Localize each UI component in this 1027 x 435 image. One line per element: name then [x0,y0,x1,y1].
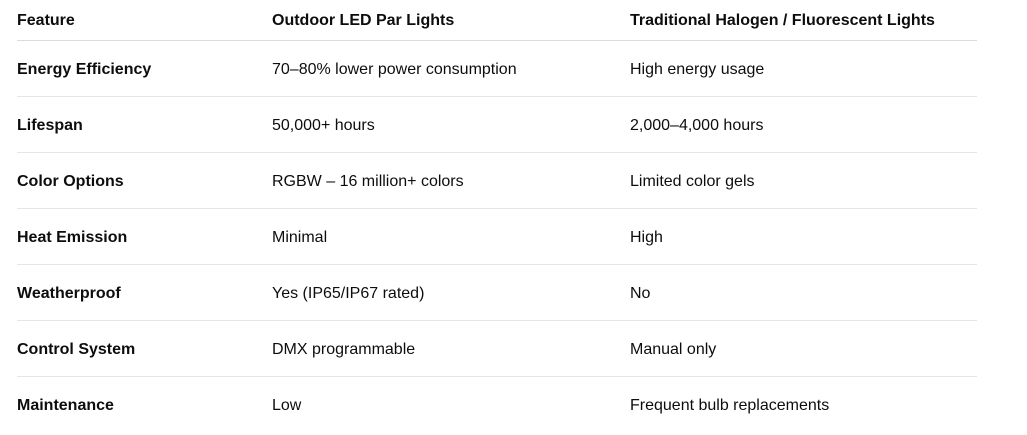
table-row: Color Options RGBW – 16 million+ colors … [17,153,977,209]
row-led-cell: RGBW – 16 million+ colors [272,172,464,190]
table-row: Lifespan 50,000+ hours 2,000–4,000 hours [17,97,977,153]
row-led-cell: Yes (IP65/IP67 rated) [272,284,425,302]
comparison-table: Feature Outdoor LED Par Lights Tradition… [17,0,977,433]
table-row: Control System DMX programmable Manual o… [17,321,977,377]
row-led-cell: 70–80% lower power consumption [272,60,517,78]
header-led-par-lights: Outdoor LED Par Lights [272,12,455,29]
table-header-row: Feature Outdoor LED Par Lights Tradition… [17,0,977,41]
row-feature-cell: Control System [17,340,136,358]
row-traditional-cell: Manual only [630,340,717,358]
row-traditional-cell: 2,000–4,000 hours [630,116,764,134]
table-row: Heat Emission Minimal High [17,209,977,265]
table-row: Weatherproof Yes (IP65/IP67 rated) No [17,265,977,321]
row-traditional-cell: High [630,228,663,246]
header-traditional-lights: Traditional Halogen / Fluorescent Lights [630,12,935,29]
table-row: Energy Efficiency 70–80% lower power con… [17,41,977,97]
row-feature-cell: Energy Efficiency [17,60,152,78]
row-traditional-cell: Limited color gels [630,172,755,190]
row-led-cell: DMX programmable [272,340,416,358]
row-led-cell: Low [272,397,302,414]
row-feature-cell: Maintenance [17,397,114,414]
row-led-cell: Minimal [272,228,328,246]
row-led-cell: 50,000+ hours [272,116,375,134]
row-traditional-cell: High energy usage [630,60,765,78]
row-feature-cell: Color Options [17,172,124,190]
table-row: Maintenance Low Frequent bulb replacemen… [17,377,977,433]
row-traditional-cell: Frequent bulb replacements [630,397,830,414]
row-feature-cell: Lifespan [17,116,83,134]
row-traditional-cell: No [630,284,651,302]
header-feature: Feature [17,12,75,29]
row-feature-cell: Weatherproof [17,284,121,302]
row-feature-cell: Heat Emission [17,228,128,246]
